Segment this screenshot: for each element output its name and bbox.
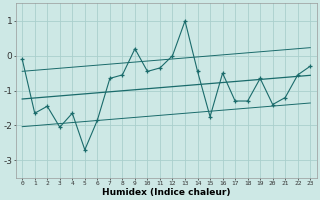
X-axis label: Humidex (Indice chaleur): Humidex (Indice chaleur) [102, 188, 230, 197]
